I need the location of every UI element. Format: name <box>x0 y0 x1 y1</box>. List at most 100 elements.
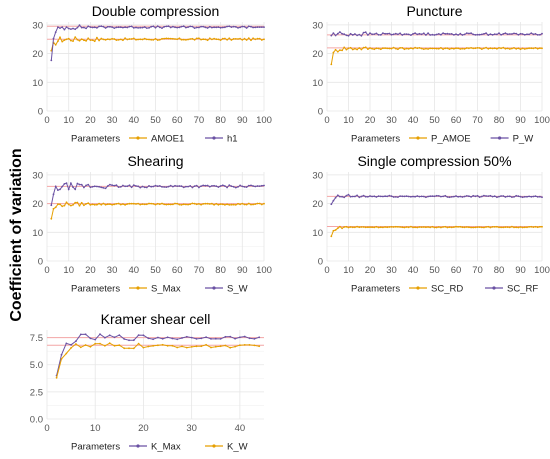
data-point <box>523 226 526 229</box>
data-point <box>258 185 261 188</box>
data-point <box>189 38 192 40</box>
data-point <box>111 37 113 40</box>
data-point <box>463 48 466 50</box>
data-point <box>371 195 373 198</box>
y-tick-label: 10 <box>312 78 323 89</box>
data-point <box>496 225 498 228</box>
data-point <box>119 26 122 29</box>
data-point <box>226 25 229 28</box>
data-point <box>234 345 237 348</box>
data-point <box>100 37 103 40</box>
x-tick-label: 0 <box>44 265 49 276</box>
data-point <box>217 186 220 189</box>
data-point <box>539 225 541 228</box>
x-tick-label: 90 <box>515 115 526 126</box>
data-point <box>435 33 438 36</box>
data-point <box>252 203 255 206</box>
data-point <box>80 201 83 204</box>
data-point <box>152 345 155 347</box>
data-point <box>405 226 408 228</box>
data-point <box>143 186 146 189</box>
data-point <box>504 47 507 50</box>
data-point <box>412 47 414 50</box>
data-point <box>104 344 106 347</box>
data-point <box>135 38 137 41</box>
data-point <box>332 229 335 232</box>
data-point <box>59 188 61 191</box>
data-point <box>117 202 120 205</box>
data-point <box>202 203 205 205</box>
data-point <box>448 196 451 199</box>
data-point <box>193 202 196 205</box>
data-point <box>528 47 530 50</box>
data-point <box>232 25 235 28</box>
data-point <box>198 186 200 189</box>
x-tick-label: 10 <box>63 115 74 126</box>
data-point <box>70 343 72 346</box>
data-point <box>185 26 187 29</box>
data-point <box>405 195 408 198</box>
data-point <box>210 346 212 349</box>
data-point <box>204 26 207 29</box>
data-point <box>260 39 263 41</box>
data-point <box>336 50 339 53</box>
data-point <box>210 338 212 340</box>
data-point <box>72 40 74 42</box>
data-point <box>532 195 535 198</box>
x-tick-label: 40 <box>129 115 140 126</box>
data-point <box>435 194 438 197</box>
data-point <box>440 195 442 198</box>
data-point <box>135 203 137 205</box>
data-point <box>243 344 246 346</box>
data-point <box>176 38 179 41</box>
data-point <box>74 201 77 204</box>
data-point <box>182 38 185 41</box>
legend-title: Parameters <box>351 284 400 295</box>
data-point <box>213 203 216 206</box>
data-point <box>399 32 401 35</box>
data-point <box>85 27 87 30</box>
data-point <box>137 38 140 41</box>
data-point <box>230 185 233 188</box>
data-point <box>169 184 172 187</box>
data-point <box>102 38 105 41</box>
x-tick-label: 100 <box>534 265 550 276</box>
data-point <box>52 207 55 210</box>
x-tick-label: 10 <box>90 423 101 434</box>
data-point <box>371 33 373 36</box>
data-point <box>491 195 494 198</box>
data-point <box>63 183 66 185</box>
data-point <box>422 32 425 35</box>
data-point <box>132 27 135 29</box>
data-point <box>157 336 159 339</box>
data-point <box>122 203 124 205</box>
data-point <box>465 195 468 197</box>
data-point <box>193 27 196 29</box>
data-point <box>455 47 457 50</box>
data-point <box>539 47 541 49</box>
data-point <box>204 202 207 205</box>
data-point <box>50 204 53 207</box>
data-point <box>367 195 369 198</box>
data-point <box>187 38 190 41</box>
data-point <box>128 347 130 350</box>
data-point <box>480 195 483 198</box>
data-point <box>241 185 244 188</box>
data-point <box>83 39 85 42</box>
data-point <box>446 196 449 198</box>
data-point <box>65 342 68 345</box>
data-point <box>364 226 367 229</box>
data-point <box>515 48 518 50</box>
data-point <box>148 185 150 187</box>
data-point <box>185 203 187 206</box>
data-point <box>412 195 414 198</box>
data-point <box>347 226 350 229</box>
data-point <box>83 26 85 29</box>
data-point <box>182 203 185 206</box>
data-point <box>444 194 447 197</box>
data-point <box>221 184 224 187</box>
data-point <box>96 203 98 206</box>
data-point <box>139 203 142 206</box>
data-point <box>247 184 250 187</box>
data-point <box>410 195 412 198</box>
